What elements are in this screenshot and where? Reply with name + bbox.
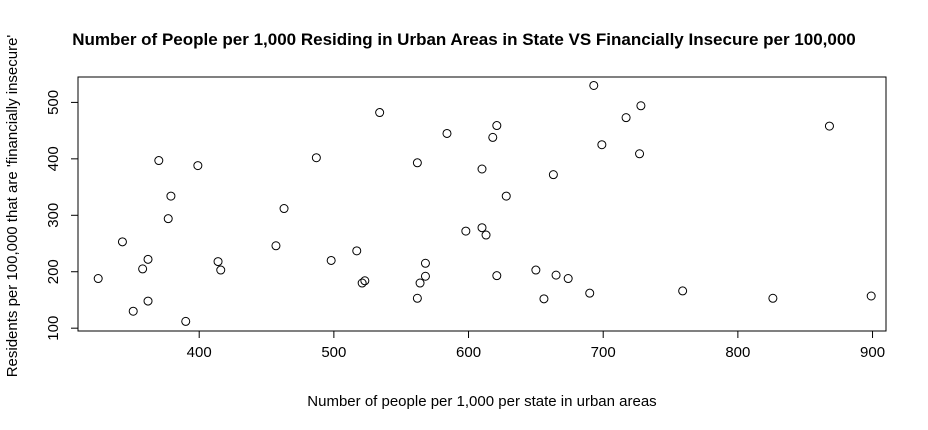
data-point [477,223,487,233]
data-point [461,226,471,236]
data-point [143,254,153,264]
plot-frame [77,76,887,332]
data-point [412,293,422,303]
data-point [128,306,138,316]
y-tick-label: 100 [45,316,62,341]
data-point [326,255,336,265]
data-point [636,101,646,111]
data-point [181,316,191,326]
data-point [360,276,370,286]
data-point [352,246,362,256]
data-point [477,164,487,174]
x-tick-label: 600 [456,344,481,361]
data-point [548,170,558,180]
data-point [585,288,595,298]
y-axis-label: Residents per 100,000 that are 'financia… [4,35,21,378]
data-point [492,121,502,131]
data-point [678,286,688,296]
data-point [488,132,498,142]
y-tick-label: 400 [45,146,62,171]
x-tick-label: 500 [321,344,346,361]
data-point [768,293,778,303]
x-tick-label: 900 [860,344,885,361]
data-point [93,274,103,284]
data-point [621,113,631,123]
data-point [279,204,289,214]
x-tick-label: 400 [187,344,212,361]
data-point [117,237,127,247]
data-point [531,265,541,275]
data-point [311,153,321,163]
data-point [866,291,876,301]
data-point [138,264,148,274]
data-point [539,294,549,304]
data-point [163,214,173,224]
data-point [589,80,599,90]
data-point [563,274,573,284]
data-point [193,161,203,171]
data-point [213,257,223,267]
data-point [216,265,226,275]
data-point [154,156,164,166]
y-tick-label: 300 [45,203,62,228]
data-point [412,158,422,168]
data-point [442,128,452,138]
y-axis: 100 200 300 400 500 [45,90,79,341]
chart-title: Number of People per 1,000 Residing in U… [72,30,856,49]
data-point [492,271,502,281]
y-tick-label: 200 [45,259,62,284]
x-axis-label: Number of people per 1,000 per state in … [307,393,656,410]
data-point [166,191,176,201]
data-point [375,108,385,118]
data-point [143,296,153,306]
data-point [551,270,561,280]
x-tick-label: 700 [591,344,616,361]
data-point [415,278,425,288]
data-point [420,271,430,281]
data-point [501,191,511,201]
data-point [271,241,281,251]
y-tick-label: 500 [45,90,62,115]
data-point [420,258,430,268]
data-points [93,80,876,326]
data-point [597,140,607,150]
data-point [824,121,834,131]
x-axis: 400 500 600 700 800 900 [187,330,885,361]
x-tick-label: 800 [725,344,750,361]
data-point [357,278,367,288]
data-point [481,230,491,240]
data-point [635,149,645,159]
